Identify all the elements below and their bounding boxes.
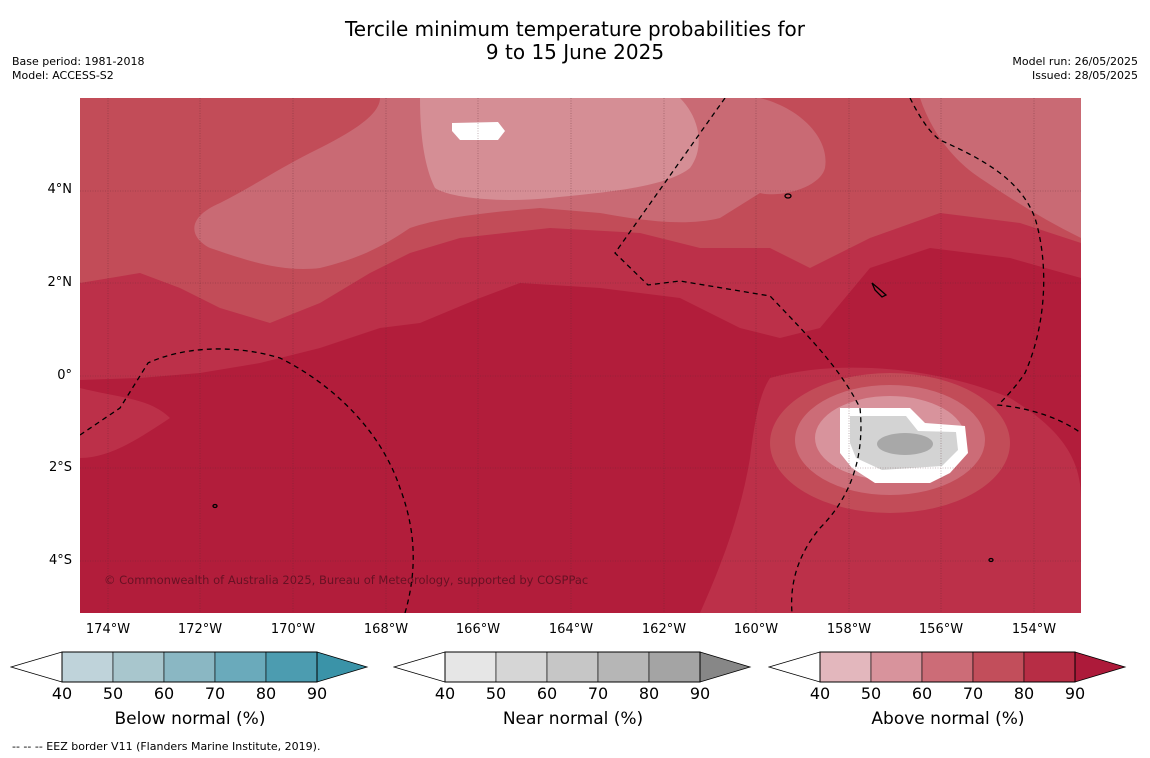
below-colorbar-segment	[163, 651, 216, 683]
above-colorbar-tick-label: 50	[860, 684, 882, 703]
eez-border-east	[909, 98, 1081, 434]
near-colorbar-extend-high	[699, 651, 752, 683]
lat-label: 2°S	[48, 460, 72, 475]
near-colorbar-segment	[597, 651, 650, 683]
lat-label: 4°S	[48, 553, 72, 568]
near-normal-label: Near normal (%)	[502, 709, 644, 729]
model-run-text: Model run: 26/05/2025	[1012, 55, 1138, 68]
near-colorbar-segment	[648, 651, 701, 683]
map-region-white-north	[452, 122, 505, 140]
below-colorbar-tick-label: 60	[153, 684, 175, 703]
above-colorbar-tick-label: 40	[809, 684, 831, 703]
below-colorbar-segment	[214, 651, 267, 683]
below-colorbar-extend-low	[10, 651, 63, 683]
near-colorbar-tick-label: 40	[434, 684, 456, 703]
copyright-text: © Commonwealth of Australia 2025, Bureau…	[104, 573, 588, 587]
below-colorbar-extend-high	[316, 651, 369, 683]
eez-border-central	[614, 98, 862, 613]
below-colorbar-frame	[61, 651, 318, 683]
above-colorbar-tick-label: 70	[962, 684, 984, 703]
meta-right: Model run: 26/05/2025 Issued: 28/05/2025	[1012, 55, 1138, 83]
map-title: Tercile minimum temperature probabilitie…	[0, 18, 1150, 64]
lon-label: 168°W	[363, 622, 409, 637]
lat-label: 0°	[57, 368, 72, 383]
near-colorbar-tick-label: 70	[587, 684, 609, 703]
lon-label: 166°W	[455, 622, 501, 637]
map-region-50-60-northeast	[920, 98, 1081, 238]
below-colorbar-tick-label: 50	[102, 684, 124, 703]
near-colorbar-frame	[444, 651, 701, 683]
above-colorbar-segment	[921, 651, 974, 683]
meta-left: Base period: 1981-2018 Model: ACCESS-S2	[12, 55, 144, 83]
near-colorbar-tick-label: 90	[689, 684, 711, 703]
lon-label: 164°W	[548, 622, 594, 637]
map-title-line2: 9 to 15 June 2025	[485, 40, 665, 64]
below-colorbar-segment	[61, 651, 114, 683]
lat-label: 2°N	[47, 275, 73, 290]
model-text: Model: ACCESS-S2	[12, 69, 114, 82]
eez-footnote: -- -- -- EEZ border V11 (Flanders Marine…	[12, 740, 321, 753]
lon-label: 154°W	[1011, 622, 1057, 637]
above-colorbar-extend-high	[1074, 651, 1127, 683]
lon-label: 160°W	[733, 622, 779, 637]
above-colorbar-frame	[819, 651, 1076, 683]
lon-label: 156°W	[918, 622, 964, 637]
below-normal-label: Below normal (%)	[114, 709, 266, 729]
eez-borders	[80, 98, 1081, 613]
lon-label: 172°W	[177, 622, 223, 637]
below-colorbar-tick-label: 90	[306, 684, 328, 703]
island-outline	[212, 503, 218, 509]
near-colorbar-tick-label: 50	[485, 684, 507, 703]
lon-label: 170°W	[270, 622, 316, 637]
eez-border-west	[80, 348, 414, 613]
map-graticule	[80, 98, 1081, 613]
island-outline	[871, 282, 888, 298]
issued-text: Issued: 28/05/2025	[1031, 69, 1138, 82]
above-normal-colorbar	[768, 651, 1127, 683]
above-normal-label: Above normal (%)	[871, 709, 1025, 729]
above-colorbar-tick-label: 80	[1013, 684, 1035, 703]
lon-label: 162°W	[641, 622, 687, 637]
map-region-anomaly-near-60	[877, 433, 933, 455]
base-period-text: Base period: 1981-2018	[12, 55, 145, 68]
near-colorbar-segment	[495, 651, 548, 683]
above-colorbar-segment	[1023, 651, 1076, 683]
below-colorbar-tick-label: 80	[255, 684, 277, 703]
near-colorbar-segment	[546, 651, 599, 683]
below-colorbar-segment	[265, 651, 318, 683]
above-colorbar-tick-label: 60	[911, 684, 933, 703]
below-colorbar-tick-label: 40	[51, 684, 73, 703]
map-region-70-80-west-edge	[80, 388, 170, 458]
island-outline	[784, 193, 792, 199]
lon-label: 158°W	[826, 622, 872, 637]
below-colorbar-segment	[112, 651, 165, 683]
above-colorbar-segment	[870, 651, 923, 683]
above-colorbar-segment	[972, 651, 1025, 683]
near-normal-colorbar	[393, 651, 752, 683]
above-colorbar-segment	[819, 651, 872, 683]
above-colorbar-tick-label: 90	[1064, 684, 1086, 703]
lat-label: 4°N	[47, 182, 73, 197]
near-colorbar-segment	[444, 651, 497, 683]
island-outline	[988, 557, 994, 563]
below-normal-colorbar	[10, 651, 369, 683]
map-title-line1: Tercile minimum temperature probabilitie…	[344, 17, 806, 41]
above-colorbar-extend-low	[768, 651, 821, 683]
probability-map: © Commonwealth of Australia 2025, Bureau…	[80, 98, 1081, 613]
near-colorbar-tick-label: 80	[638, 684, 660, 703]
below-colorbar-tick-label: 70	[204, 684, 226, 703]
islands	[212, 193, 994, 563]
near-colorbar-extend-low	[393, 651, 446, 683]
near-colorbar-tick-label: 60	[536, 684, 558, 703]
lon-label: 174°W	[85, 622, 131, 637]
